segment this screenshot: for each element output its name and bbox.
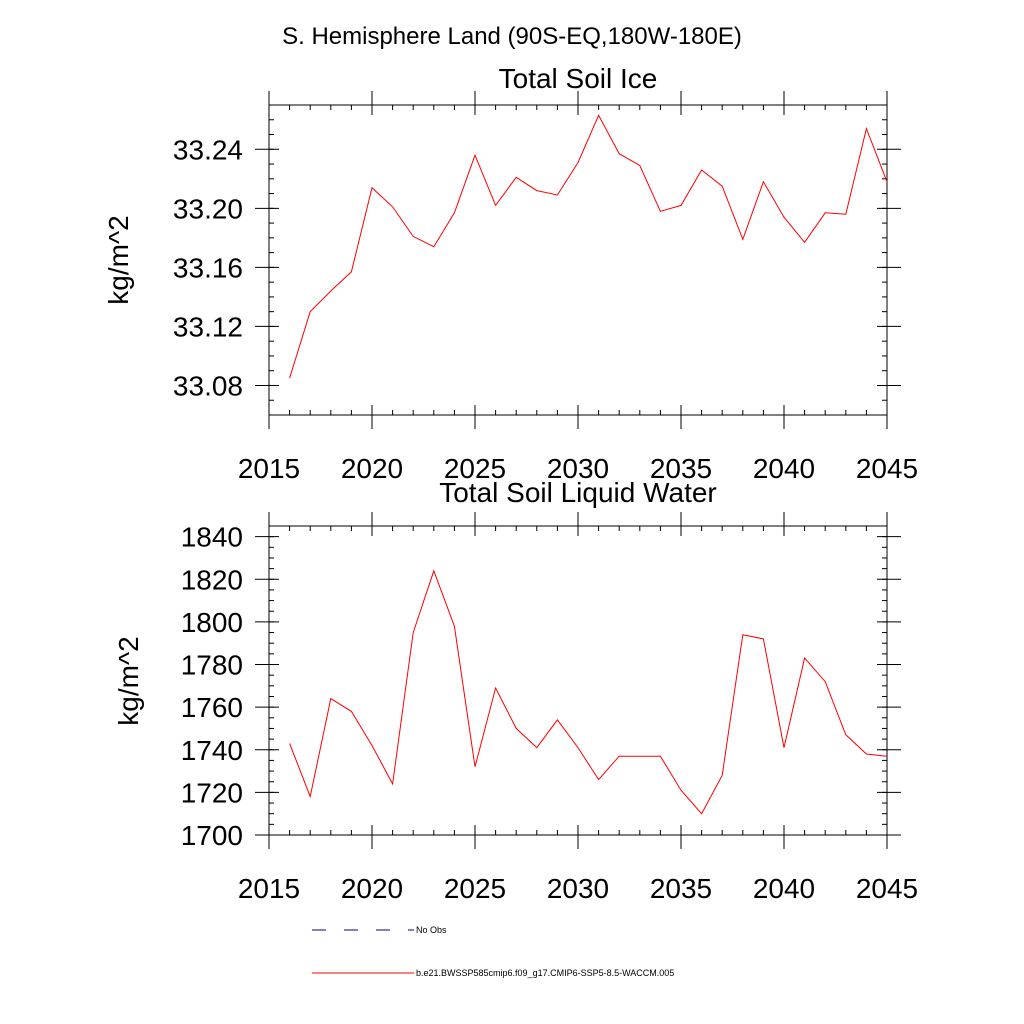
x-tick-label: 2030 [547,453,609,484]
y-tick-label: 33.12 [173,311,243,342]
y-axis-label: kg/m^2 [113,636,144,725]
x-tick-label: 2040 [753,453,815,484]
y-tick-label: 1820 [181,564,243,595]
x-tick-label: 2020 [341,453,403,484]
chart-title: Total Soil Liquid Water [439,477,717,508]
y-tick-label: 33.20 [173,193,243,224]
panel-total-soil-liquid-water: Total Soil Liquid Water kg/m^2 2015 2020 2… [113,477,918,904]
x-tick-label: 2045 [856,453,918,484]
series-line [289,114,888,379]
y-tick-label: 33.16 [173,252,243,283]
y-tick-label: 1700 [181,820,243,851]
y-tick-label: 1780 [181,650,243,681]
y-tick-label: 1740 [181,735,243,766]
panel-total-soil-ice: Total Soil Ice kg/m^2 2015 2020 2025 2030 20… [103,63,918,484]
legend-label-no-obs: No Obs [416,925,447,935]
y-tick-label: 33.08 [173,370,243,401]
x-tick-label: 2030 [547,873,609,904]
y-axis-label: kg/m^2 [103,215,134,304]
x-tick-label: 2040 [753,873,815,904]
x-tick-label: 2045 [856,873,918,904]
x-tick-label: 2025 [444,873,506,904]
legend-label-model: b.e21.BWSSP585cmip6.f09_g17.CMIP6-SSP5-8… [416,968,674,978]
page-title: S. Hemisphere Land (90S-EQ,180W-180E) [282,23,742,50]
y-tick-label: 1840 [181,522,243,553]
x-tick-label: 2015 [238,453,300,484]
plot-frame [268,525,888,836]
y-tick-label: 33.24 [173,134,243,165]
x-tick-label: 2020 [341,873,403,904]
y-tick-label: 1720 [181,777,243,808]
y-tick-label: 1800 [181,607,243,638]
x-tick-label: 2035 [650,453,712,484]
x-tick-label: 2025 [444,453,506,484]
plot-frame [268,104,888,416]
x-tick-label: 2035 [650,873,712,904]
chart-title: Total Soil Ice [499,63,658,94]
series-line [289,569,888,815]
y-tick-label: 1760 [181,692,243,723]
x-tick-label: 2015 [238,873,300,904]
legend: No Obs b.e21.BWSSP585cmip6.f09_g17.CMIP6… [312,925,674,978]
